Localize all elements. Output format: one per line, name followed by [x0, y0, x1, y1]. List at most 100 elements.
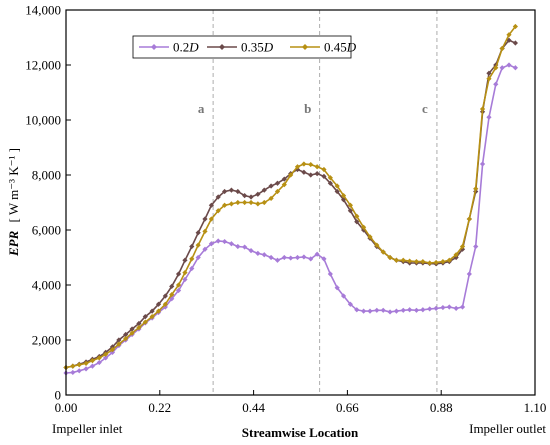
- data-point: [123, 331, 129, 338]
- data-point: [208, 202, 214, 208]
- data-point: [380, 307, 386, 313]
- data-point: [116, 341, 122, 347]
- x-tick-label: 0.22: [148, 400, 171, 415]
- data-point: [420, 259, 426, 265]
- data-point: [301, 161, 307, 167]
- y-axis-title-unit: [ W m⁻³ K⁻¹ ]: [6, 148, 21, 222]
- data-point: [493, 62, 499, 68]
- y-tick-label: 2,000: [32, 333, 61, 348]
- data-point: [195, 254, 201, 261]
- data-point: [142, 319, 148, 325]
- data-point: [334, 183, 340, 189]
- data-point: [354, 307, 360, 313]
- y-axis-title-main: EPR: [6, 230, 21, 257]
- data-point: [440, 304, 446, 311]
- data-point: [189, 265, 195, 272]
- legend-box: [132, 35, 352, 59]
- x-start-label: Impeller inlet: [52, 421, 123, 436]
- data-point: [427, 260, 433, 266]
- data-point: [96, 359, 102, 366]
- x-end-label: Impeller outlet: [469, 421, 546, 436]
- legend-label: 0.35D: [241, 40, 274, 55]
- data-point: [512, 40, 518, 46]
- data-point: [294, 164, 301, 170]
- data-point: [182, 276, 188, 283]
- data-point: [70, 369, 76, 376]
- legend-label-unit: D: [188, 40, 199, 55]
- region-label: a: [198, 101, 205, 116]
- data-point: [169, 292, 175, 298]
- x-tick-label: 0.44: [242, 400, 265, 415]
- data-point: [175, 282, 182, 288]
- data-point: [327, 271, 333, 277]
- data-point: [255, 250, 261, 256]
- data-point: [215, 194, 221, 200]
- legend-label-number: 0.45: [324, 40, 347, 55]
- data-point: [129, 326, 135, 332]
- data-point: [103, 351, 109, 357]
- data-point: [459, 243, 466, 250]
- data-point: [155, 308, 162, 314]
- data-point: [493, 65, 499, 71]
- data-point: [453, 305, 459, 311]
- data-point: [374, 242, 380, 248]
- y-tick-label: 10,000: [25, 113, 61, 128]
- x-tick-label: 1.10: [524, 400, 547, 415]
- data-point: [387, 254, 393, 261]
- data-point: [340, 193, 347, 199]
- data-point: [175, 287, 182, 294]
- data-point: [261, 252, 267, 258]
- data-point: [248, 194, 254, 200]
- data-point: [361, 224, 367, 230]
- y-tick-label: 6,000: [32, 223, 61, 238]
- data-point: [347, 301, 353, 307]
- data-point: [235, 199, 241, 206]
- data-point: [155, 301, 162, 307]
- data-point: [294, 254, 301, 261]
- data-point: [387, 309, 393, 315]
- data-point: [149, 308, 155, 314]
- data-point: [96, 355, 102, 361]
- data-point: [301, 254, 307, 260]
- data-point: [327, 180, 333, 186]
- data-point: [83, 360, 89, 366]
- data-point: [195, 242, 201, 248]
- data-point: [466, 216, 472, 222]
- data-point: [361, 227, 367, 233]
- data-point: [440, 259, 446, 265]
- data-point: [175, 271, 182, 277]
- data-point: [268, 254, 274, 261]
- data-point: [427, 306, 433, 312]
- data-point: [136, 320, 142, 327]
- data-point: [169, 283, 175, 289]
- data-point: [321, 256, 327, 262]
- data-point: [261, 199, 267, 206]
- data-point: [301, 169, 307, 175]
- data-point: [228, 187, 235, 193]
- data-point: [499, 65, 505, 71]
- legend: 0.2D 0.35D 0.45D: [132, 35, 357, 59]
- data-point: [103, 355, 109, 361]
- data-point: [486, 76, 492, 82]
- data-point: [354, 219, 360, 225]
- data-point: [255, 191, 261, 197]
- data-point: [208, 216, 214, 222]
- data-point: [393, 308, 400, 314]
- data-point: [215, 238, 221, 244]
- data-point: [274, 257, 281, 263]
- data-point: [202, 216, 208, 222]
- data-point: [208, 241, 214, 247]
- data-point: [281, 254, 287, 261]
- y-tick-label: 14,000: [25, 3, 61, 18]
- series-0.35D: [63, 37, 518, 371]
- data-point: [413, 259, 420, 265]
- data-point: [70, 363, 76, 369]
- data-point: [354, 213, 360, 219]
- data-point: [473, 186, 479, 192]
- data-point: [261, 187, 267, 193]
- data-point: [182, 270, 188, 276]
- data-point: [321, 173, 327, 179]
- data-point: [248, 248, 254, 254]
- data-point: [308, 161, 314, 168]
